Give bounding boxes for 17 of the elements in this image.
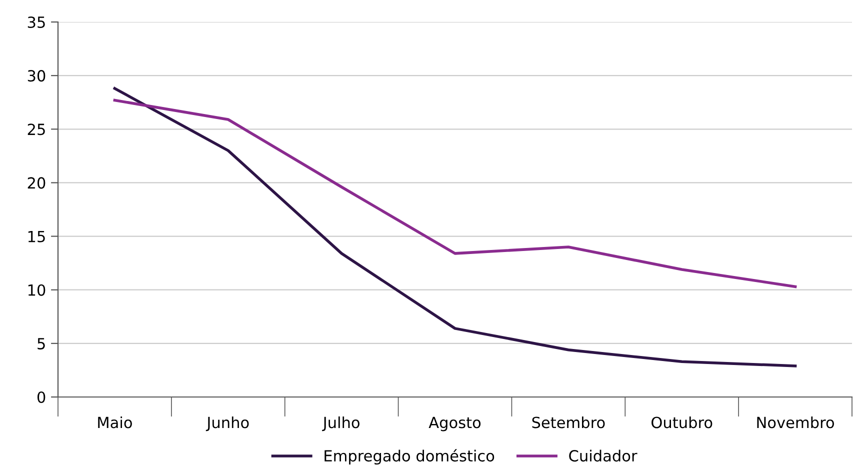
y-tick-label: 5 — [38, 338, 45, 350]
x-tick-label: Maio — [98, 416, 132, 428]
x-tick-label: Outubro — [652, 416, 712, 428]
legend-label: Cuidador — [569, 450, 638, 462]
x-tick-label: Julho — [322, 416, 360, 432]
y-tick-label: 25 — [28, 124, 45, 136]
y-tick-label: 0 — [37, 391, 46, 404]
x-tick-label: Novembro — [757, 416, 834, 428]
y-tick-label: 20 — [28, 177, 46, 189]
x-tick-label: Setembro — [532, 416, 605, 428]
x-tick-label: Junho — [206, 416, 249, 432]
legend-label: Empregado doméstico — [324, 449, 494, 465]
x-tick-label: Agosto — [428, 416, 481, 432]
y-tick-label: 35 — [28, 16, 45, 28]
y-tick-label: 30 — [28, 70, 46, 82]
y-tick-label: 15 — [28, 230, 45, 242]
y-tick-label: 10 — [28, 284, 46, 296]
